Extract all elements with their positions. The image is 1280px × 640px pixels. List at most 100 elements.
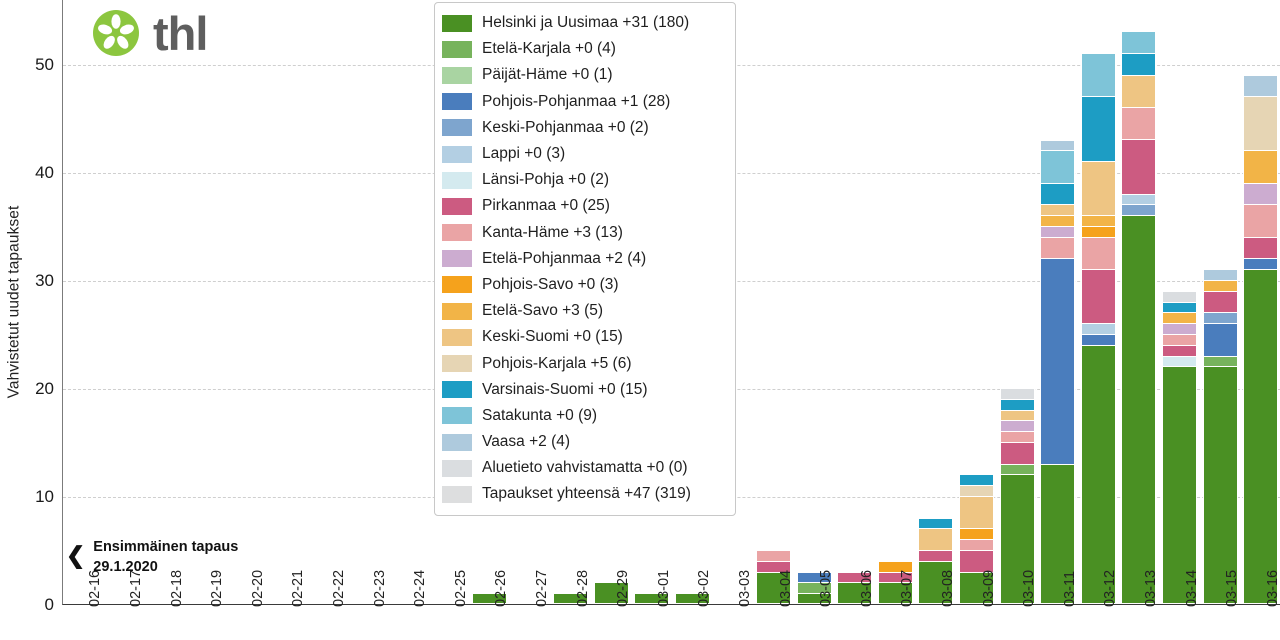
legend-item[interactable]: Tapaukset yhteensä +47 (319): [442, 481, 725, 507]
bar-segment[interactable]: [1040, 215, 1076, 226]
bar-segment[interactable]: [999, 420, 1035, 432]
stacked-bar[interactable]: [1202, 269, 1238, 604]
bar-segment[interactable]: [1162, 290, 1197, 302]
bar-segment[interactable]: [1202, 269, 1238, 280]
legend-item[interactable]: Pohjois-Savo +0 (3): [442, 272, 725, 298]
bar-segment[interactable]: [1162, 366, 1197, 604]
bar-segment[interactable]: [1243, 204, 1279, 237]
bar-segment[interactable]: [1243, 269, 1279, 604]
bar-segment[interactable]: [1040, 204, 1076, 216]
bar-segment[interactable]: [959, 528, 994, 540]
bar-segment[interactable]: [1162, 355, 1197, 367]
bar-segment[interactable]: [1080, 344, 1116, 604]
legend-item[interactable]: Keski-Suomi +0 (15): [442, 324, 725, 350]
stacked-bar[interactable]: [553, 593, 588, 604]
bar-segment[interactable]: [1202, 366, 1238, 604]
bar-segment[interactable]: [918, 528, 954, 550]
legend-item[interactable]: Satakunta +0 (9): [442, 403, 725, 429]
bar-segment[interactable]: [1040, 258, 1076, 464]
bar-segment[interactable]: [1243, 74, 1279, 97]
legend[interactable]: Helsinki ja Uusimaa +31 (180) Etelä-Karja…: [434, 2, 736, 516]
bar-segment[interactable]: [1202, 323, 1238, 356]
stacked-bar[interactable]: [674, 593, 710, 604]
legend-item[interactable]: Keski-Pohjanmaa +0 (2): [442, 115, 725, 141]
bar-segment[interactable]: [1080, 323, 1116, 334]
bar-segment[interactable]: [1121, 107, 1157, 140]
stacked-bar[interactable]: [837, 571, 873, 604]
bar-segment[interactable]: [1121, 215, 1157, 604]
bar-segment[interactable]: [1080, 53, 1116, 97]
bar-segment[interactable]: [959, 539, 994, 550]
stacked-bar[interactable]: [471, 593, 507, 604]
bar-segment[interactable]: [1080, 333, 1116, 345]
bar-segment[interactable]: [999, 398, 1035, 410]
bar-segment[interactable]: [1243, 150, 1279, 183]
bar-segment[interactable]: [1243, 182, 1279, 205]
bar-segment[interactable]: [1080, 96, 1116, 162]
bar-segment[interactable]: [1121, 204, 1157, 216]
bar-segment[interactable]: [593, 582, 629, 604]
bar-segment[interactable]: [634, 593, 670, 604]
bar-segment[interactable]: [756, 560, 791, 572]
bar-segment[interactable]: [999, 409, 1035, 421]
bar-segment[interactable]: [999, 474, 1035, 604]
bar-segment[interactable]: [1162, 312, 1197, 324]
stacked-bar[interactable]: [593, 582, 629, 604]
bar-segment[interactable]: [674, 593, 710, 604]
stacked-bar[interactable]: [918, 517, 954, 604]
stacked-bar[interactable]: [877, 560, 913, 604]
bar-segment[interactable]: [959, 571, 994, 604]
stacked-bar[interactable]: [796, 571, 832, 604]
bar-segment[interactable]: [999, 463, 1035, 475]
bar-segment[interactable]: [1202, 290, 1238, 313]
legend-item[interactable]: Etelä-Pohjanmaa +2 (4): [442, 246, 725, 272]
bar-segment[interactable]: [959, 496, 994, 529]
bar-segment[interactable]: [1162, 323, 1197, 334]
stacked-bar[interactable]: [756, 550, 791, 604]
bar-segment[interactable]: [1040, 182, 1076, 205]
bar-segment[interactable]: [1243, 96, 1279, 151]
bar-segment[interactable]: [918, 550, 954, 561]
bar-segment[interactable]: [959, 550, 994, 572]
legend-item[interactable]: Päijät-Häme +0 (1): [442, 62, 725, 88]
bar-segment[interactable]: [1202, 312, 1238, 324]
legend-item[interactable]: Helsinki ja Uusimaa +31 (180): [442, 10, 725, 36]
legend-item[interactable]: Varsinais-Suomi +0 (15): [442, 377, 725, 403]
stacked-bar[interactable]: [999, 388, 1035, 604]
bar-segment[interactable]: [918, 517, 954, 529]
legend-item[interactable]: Aluetieto vahvistamatta +0 (0): [442, 455, 725, 481]
bar-segment[interactable]: [1202, 355, 1238, 367]
bar-segment[interactable]: [1121, 53, 1157, 75]
bar-segment[interactable]: [1121, 193, 1157, 205]
bar-segment[interactable]: [999, 388, 1035, 399]
bar-segment[interactable]: [918, 560, 954, 604]
bar-segment[interactable]: [1162, 333, 1197, 345]
bar-segment[interactable]: [756, 571, 791, 604]
bar-segment[interactable]: [877, 560, 913, 572]
bar-segment[interactable]: [1162, 344, 1197, 356]
bar-segment[interactable]: [1243, 236, 1279, 259]
bar-segment[interactable]: [999, 441, 1035, 464]
stacked-bar[interactable]: [634, 593, 670, 604]
legend-item[interactable]: Etelä-Savo +3 (5): [442, 298, 725, 324]
stacked-bar[interactable]: [1121, 31, 1157, 604]
legend-item[interactable]: Pohjois-Pohjanmaa +1 (28): [442, 89, 725, 115]
legend-item[interactable]: Kanta-Häme +3 (13): [442, 220, 725, 246]
bar-segment[interactable]: [756, 550, 791, 561]
bar-segment[interactable]: [1121, 139, 1157, 194]
bar-segment[interactable]: [877, 582, 913, 604]
stacked-bar[interactable]: [1243, 74, 1279, 604]
stacked-bar[interactable]: [959, 474, 994, 604]
bar-segment[interactable]: [1243, 258, 1279, 270]
bar-segment[interactable]: [1040, 463, 1076, 604]
stacked-bar[interactable]: [1162, 290, 1197, 604]
bar-segment[interactable]: [1040, 139, 1076, 151]
stacked-bar[interactable]: [1040, 139, 1076, 604]
legend-item[interactable]: Länsi-Pohja +0 (2): [442, 167, 725, 193]
bar-segment[interactable]: [796, 582, 832, 594]
legend-item[interactable]: Etelä-Karjala +0 (4): [442, 36, 725, 62]
bar-segment[interactable]: [877, 571, 913, 583]
stacked-bar[interactable]: [1080, 53, 1116, 604]
legend-item[interactable]: Vaasa +2 (4): [442, 429, 725, 455]
bar-segment[interactable]: [1080, 225, 1116, 237]
